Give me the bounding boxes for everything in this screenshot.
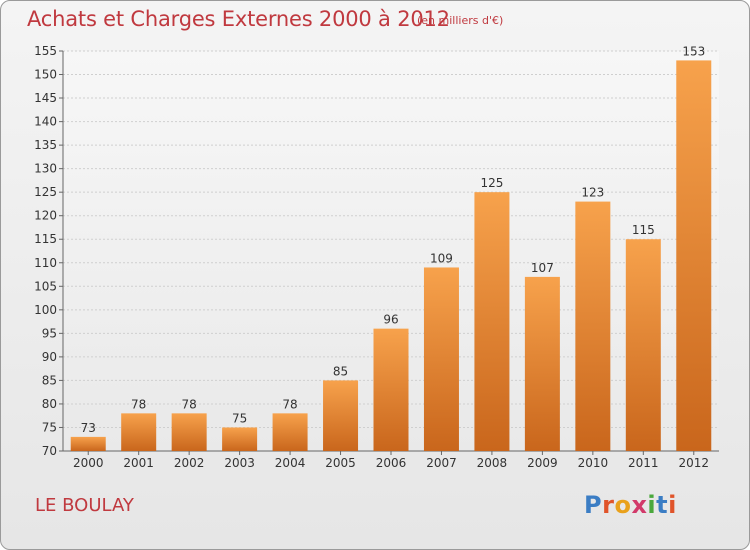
chart-title: Achats et Charges Externes 2000 à 2012 (27, 7, 450, 31)
bar (474, 192, 510, 452)
data-label: 85 (333, 364, 348, 378)
x-tick-label: 2008 (477, 456, 508, 470)
data-label: 153 (682, 44, 705, 58)
chart-subtitle: (en milliers d'€) (417, 14, 504, 27)
data-label: 78 (282, 397, 297, 411)
data-label: 75 (232, 411, 247, 425)
logo-letter: x (631, 491, 648, 519)
bar (121, 413, 157, 451)
x-tick-label: 2010 (578, 456, 609, 470)
city-name: LE BOULAY (35, 495, 134, 516)
x-tick-label: 2012 (678, 456, 709, 470)
x-tick-label: 2004 (275, 456, 306, 470)
x-tick-label: 2005 (325, 456, 356, 470)
bar (222, 427, 258, 451)
y-tick-label: 120 (34, 209, 57, 223)
logo-letter: o (614, 491, 632, 519)
data-label: 123 (581, 186, 604, 200)
y-tick-label: 90 (42, 350, 57, 364)
y-tick-label: 95 (42, 326, 57, 340)
y-tick-label: 155 (34, 44, 57, 58)
x-tick-label: 2006 (376, 456, 407, 470)
data-label: 125 (480, 176, 503, 190)
y-tick-label: 110 (34, 256, 57, 270)
y-tick-label: 140 (34, 115, 57, 129)
bar (373, 328, 409, 451)
x-tick-label: 2000 (73, 456, 104, 470)
data-label: 107 (531, 261, 554, 275)
y-tick-label: 70 (42, 444, 57, 458)
bar (423, 267, 459, 451)
data-label: 115 (632, 223, 655, 237)
bar (70, 436, 106, 451)
bar (575, 201, 611, 451)
logo-letter: i (668, 491, 677, 519)
y-tick-label: 115 (34, 232, 57, 246)
y-tick-label: 145 (34, 91, 57, 105)
logo-letter: P (584, 491, 603, 519)
y-tick-label: 85 (42, 373, 57, 387)
x-tick-label: 2003 (224, 456, 255, 470)
bar (171, 413, 207, 451)
data-label: 78 (182, 397, 197, 411)
x-tick-label: 2009 (527, 456, 558, 470)
y-tick-label: 100 (34, 303, 57, 317)
x-tick-label: 2011 (628, 456, 659, 470)
proxiti-logo: Proxiti (584, 491, 677, 519)
x-tick-label: 2007 (426, 456, 457, 470)
y-tick-label: 130 (34, 162, 57, 176)
data-label: 96 (383, 313, 398, 327)
logo-letter: i (647, 491, 657, 519)
y-tick-label: 150 (34, 68, 57, 82)
y-tick-label: 125 (34, 185, 57, 199)
x-tick-label: 2001 (123, 456, 154, 470)
y-tick-label: 135 (34, 138, 57, 152)
y-tick-label: 105 (34, 279, 57, 293)
x-tick-label: 2002 (174, 456, 205, 470)
data-label: 73 (81, 421, 96, 435)
bar (323, 380, 359, 451)
logo-letter: t (656, 491, 669, 519)
bar (272, 413, 308, 451)
bar (625, 239, 661, 451)
data-label: 78 (131, 397, 146, 411)
y-tick-label: 75 (42, 420, 57, 434)
bar (676, 60, 712, 451)
bar (524, 276, 560, 451)
y-tick-label: 80 (42, 397, 57, 411)
data-label: 109 (430, 251, 453, 265)
logo-letter: r (602, 491, 615, 519)
